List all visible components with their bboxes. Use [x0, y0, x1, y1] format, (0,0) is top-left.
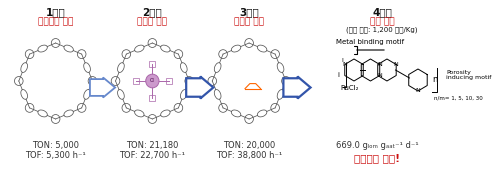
Text: N: N: [377, 62, 382, 67]
Text: l: l: [341, 58, 343, 62]
Text: (생산 단가: 1,200 만원/Kg): (생산 단가: 1,200 만원/Kg): [346, 26, 418, 33]
Text: 연속공정 도달!: 연속공정 도달!: [354, 153, 400, 163]
Text: N: N: [377, 73, 382, 78]
Bar: [150, 61, 155, 67]
Text: N: N: [342, 62, 347, 67]
Text: TOF: 22,700 h⁻¹: TOF: 22,700 h⁻¹: [119, 151, 185, 160]
Text: TOF: 5,300 h⁻¹: TOF: 5,300 h⁻¹: [25, 151, 86, 160]
Text: TOF: 38,800 h⁻¹: TOF: 38,800 h⁻¹: [216, 151, 282, 160]
Text: Metal binding motif: Metal binding motif: [336, 39, 405, 45]
Text: N: N: [416, 89, 420, 93]
Bar: [133, 78, 139, 84]
Text: 단순화 촉매: 단순화 촉매: [234, 17, 264, 26]
Text: i: i: [337, 72, 339, 78]
Text: 2세대: 2세대: [143, 7, 162, 17]
Text: 3세대: 3세대: [239, 7, 259, 17]
Text: n: n: [433, 75, 438, 85]
Text: 비균질화 촉매: 비균질화 촉매: [38, 17, 73, 26]
Text: TON: 21,180: TON: 21,180: [126, 141, 179, 150]
Circle shape: [146, 74, 159, 88]
Polygon shape: [90, 78, 115, 97]
Text: 잠수명 촉매: 잠수명 촉매: [137, 17, 167, 26]
Text: 4세대: 4세대: [372, 7, 392, 17]
Text: 669.0 gₗₒₘ gₐₐₜ⁻¹ d⁻¹: 669.0 gₗₒₘ gₐₐₜ⁻¹ d⁻¹: [336, 141, 419, 150]
Text: n/m= 1, 5, 10, 30: n/m= 1, 5, 10, 30: [435, 96, 483, 101]
Text: 1세대: 1세대: [46, 7, 65, 17]
Bar: [166, 78, 172, 84]
Bar: [150, 95, 155, 101]
Text: 지가 촉매: 지가 촉매: [370, 17, 394, 26]
Text: N: N: [394, 62, 399, 67]
Text: TON: 20,000: TON: 20,000: [223, 141, 275, 150]
Polygon shape: [186, 76, 214, 99]
Text: TON: 5,000: TON: 5,000: [32, 141, 79, 150]
Polygon shape: [283, 76, 310, 99]
Text: Porosity
inducing motif: Porosity inducing motif: [446, 70, 492, 80]
Text: Cl: Cl: [150, 79, 155, 83]
Text: RuCl₂: RuCl₂: [340, 85, 358, 91]
